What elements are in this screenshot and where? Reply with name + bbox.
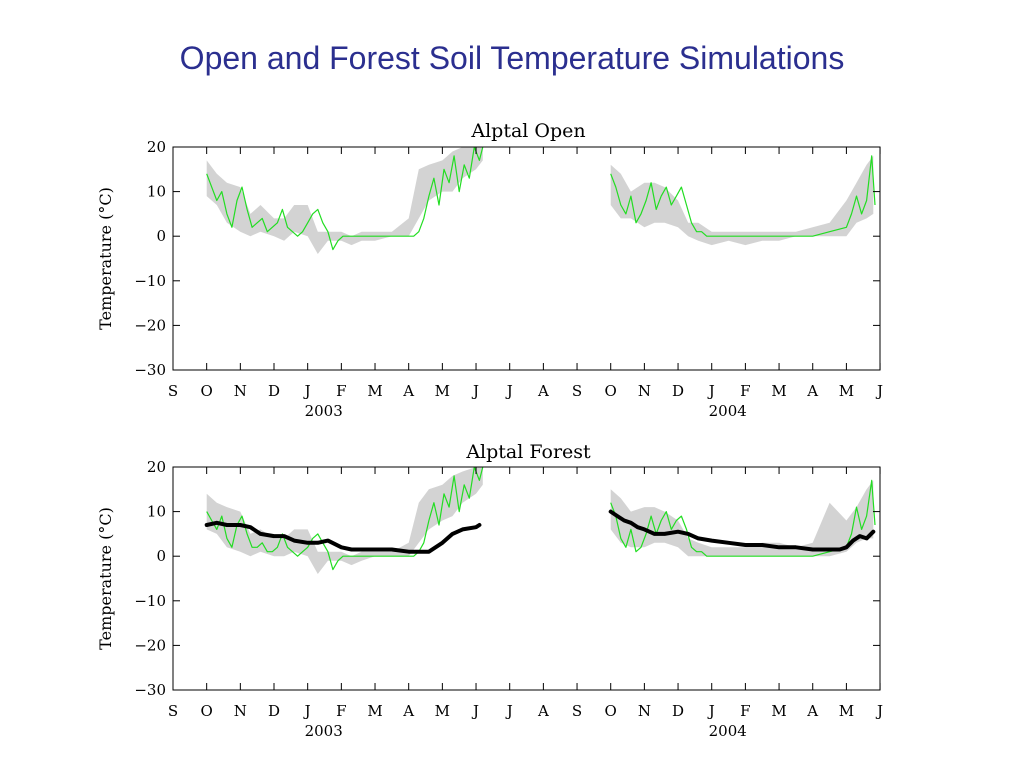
x-tick-label: D [672, 702, 684, 720]
x-tick-label: A [537, 382, 549, 400]
plot-area [204, 467, 876, 574]
y-tick-label: 20 [147, 458, 166, 476]
x-tick-label: N [234, 702, 247, 720]
y-tick-label: −30 [134, 681, 166, 699]
observed-range-band [610, 155, 874, 246]
year-label: 2003 [305, 722, 343, 740]
plot-frame [172, 146, 881, 371]
x-tick-label: A [402, 382, 414, 400]
x-tick-label: O [605, 382, 617, 400]
x-tick-label: J [707, 382, 715, 400]
x-tick-label: M [367, 702, 382, 720]
year-label: 2004 [709, 722, 747, 740]
x-tick-label: J [505, 382, 513, 400]
year-label: 2003 [305, 402, 343, 420]
x-tick-label: N [638, 382, 651, 400]
x-tick-label: F [740, 382, 750, 400]
x-tick-label: O [201, 382, 213, 400]
x-tick-label: A [402, 702, 414, 720]
x-tick-label: D [268, 702, 280, 720]
x-tick-label: N [234, 382, 247, 400]
simulated-series-line [206, 467, 484, 571]
x-tick-label: A [537, 702, 549, 720]
y-tick-label: 0 [156, 227, 166, 245]
y-axis-label: Temperature (°C) [96, 507, 115, 650]
y-tick-label: −30 [134, 361, 166, 379]
y-tick-label: 0 [156, 547, 166, 565]
forest-series-line [608, 509, 876, 552]
x-tick-label: S [572, 382, 582, 400]
y-tick-label: −10 [134, 272, 166, 290]
x-tick-label: O [201, 702, 213, 720]
x-tick-label: M [771, 702, 786, 720]
x-tick-label: M [367, 382, 382, 400]
x-tick-label: S [168, 382, 178, 400]
x-tick-label: D [672, 382, 684, 400]
x-tick-label: M [435, 382, 450, 400]
plot-area [206, 147, 876, 254]
panel-title: Alptal Forest [465, 441, 591, 463]
x-tick-label: J [707, 702, 715, 720]
x-tick-label: M [839, 382, 854, 400]
x-tick-label: J [505, 702, 513, 720]
y-tick-label: 10 [147, 503, 166, 521]
x-tick-label: F [336, 382, 346, 400]
x-tick-label: D [268, 382, 280, 400]
forest-series-line [204, 520, 482, 554]
x-tick-label: J [303, 382, 311, 400]
slide-title: Open and Forest Soil Temperature Simulat… [179, 40, 845, 76]
x-tick-label: F [336, 702, 346, 720]
year-label: 2004 [709, 402, 747, 420]
y-tick-label: 20 [147, 138, 166, 156]
y-tick-label: −20 [134, 636, 166, 654]
panel-title: Alptal Open [470, 120, 585, 142]
y-tick-label: −20 [134, 316, 166, 334]
x-tick-label: J [471, 702, 479, 720]
y-tick-label: 10 [147, 183, 166, 201]
x-tick-label: M [435, 702, 450, 720]
observed-range-band [206, 147, 483, 254]
x-tick-label: A [806, 382, 818, 400]
y-axis-label: Temperature (°C) [96, 187, 115, 330]
x-tick-label: N [638, 702, 651, 720]
x-tick-label: S [572, 702, 582, 720]
x-tick-label: S [168, 702, 178, 720]
x-tick-label: M [771, 382, 786, 400]
observed-range-band [206, 467, 483, 574]
plot-frame [172, 466, 881, 691]
x-tick-label: J [875, 382, 883, 400]
simulated-series-line [206, 147, 484, 251]
observed-range-band [610, 480, 874, 557]
chart-panel-2: Alptal Forest Temperature (°C) 20 10 0 −10 −20… [96, 441, 883, 740]
x-tick-label: O [605, 702, 617, 720]
chart-panel-1: Alptal Open Temperature (°C) 20 10 0 −10 −20 −3… [96, 120, 883, 420]
simulated-series-line [610, 155, 876, 237]
x-tick-label: A [806, 702, 818, 720]
x-tick-label: M [839, 702, 854, 720]
x-tick-label: J [875, 702, 883, 720]
x-tick-label: J [471, 382, 479, 400]
x-tick-label: J [303, 702, 311, 720]
x-tick-label: F [740, 702, 750, 720]
y-tick-label: −10 [134, 592, 166, 610]
